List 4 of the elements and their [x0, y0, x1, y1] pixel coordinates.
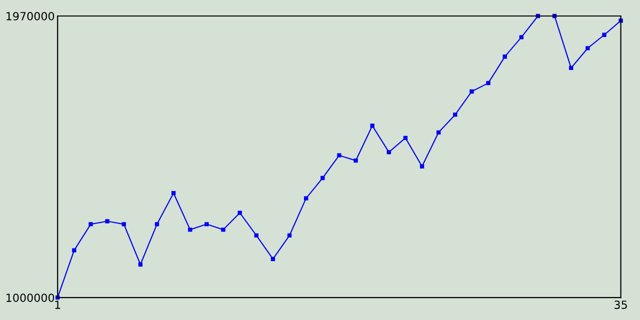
x-tick-label: 1 [55, 300, 60, 309]
x-tick-label: 35 [614, 300, 627, 309]
y-tick-label: 1970000 [6, 12, 54, 20]
y-tick-label: 1000000 [6, 294, 54, 302]
